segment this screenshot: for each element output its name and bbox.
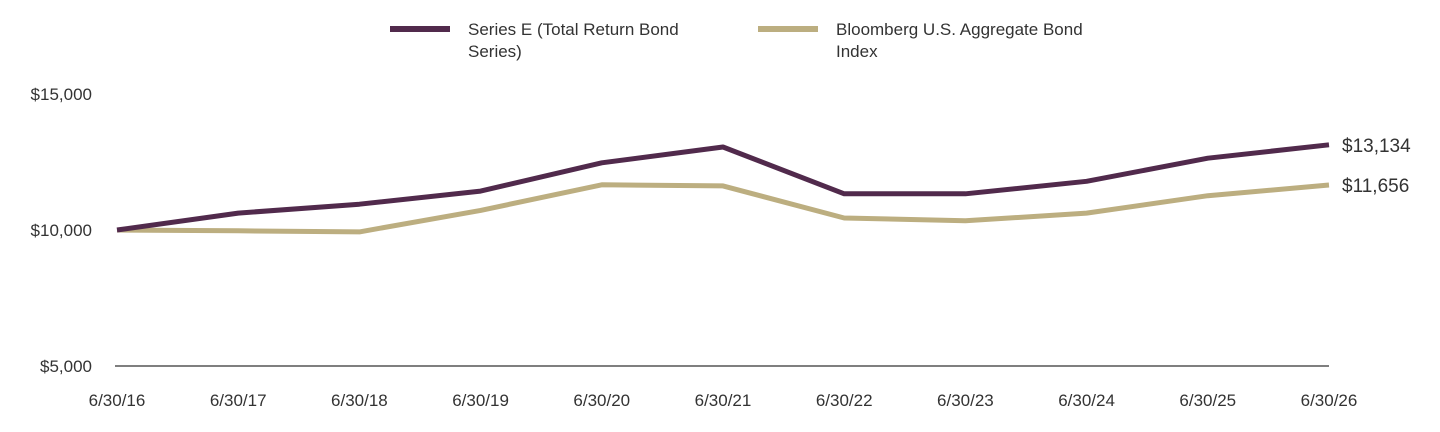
legend-label: Series E (Total Return Bond	[468, 20, 679, 39]
legend-label: Series)	[468, 42, 522, 61]
x-tick-label: 6/30/25	[1179, 391, 1236, 410]
x-tick-label: 6/30/20	[573, 391, 630, 410]
series-line-2	[116, 182, 1330, 235]
x-tick-label: 6/30/23	[937, 391, 994, 410]
y-tick-label: $5,000	[40, 357, 92, 376]
y-axis: $5,000 $10,000 $15,000	[31, 85, 92, 376]
x-tick-label: 6/30/19	[452, 391, 509, 410]
y-tick-label: $10,000	[31, 221, 92, 240]
x-tick-label: 6/30/17	[210, 391, 267, 410]
legend-item: Bloomberg U.S. Aggregate Bond Index	[758, 20, 1083, 61]
x-tick-label: 6/30/22	[816, 391, 873, 410]
series-line-1	[116, 142, 1330, 233]
legend: Series E (Total Return Bond Series) Bloomb…	[390, 20, 1083, 61]
legend-item: Series E (Total Return Bond Series)	[390, 20, 679, 61]
end-value-label: $11,656	[1342, 176, 1409, 197]
x-tick-label: 6/30/26	[1301, 391, 1358, 410]
x-tick-label: 6/30/21	[695, 391, 752, 410]
x-axis: 6/30/16 6/30/17 6/30/18 6/30/19 6/30/20 6/30/…	[89, 365, 1358, 410]
end-labels: $13,134 $11,656	[1342, 136, 1411, 197]
legend-label: Bloomberg U.S. Aggregate Bond	[836, 20, 1083, 39]
legend-label: Index	[836, 42, 878, 61]
end-value-label: $13,134	[1342, 136, 1411, 157]
x-tick-label: 6/30/18	[331, 391, 388, 410]
x-tick-label: 6/30/16	[89, 391, 146, 410]
y-tick-label: $15,000	[31, 85, 92, 104]
series-layer	[116, 142, 1330, 235]
x-tick-label: 6/30/24	[1058, 391, 1115, 410]
